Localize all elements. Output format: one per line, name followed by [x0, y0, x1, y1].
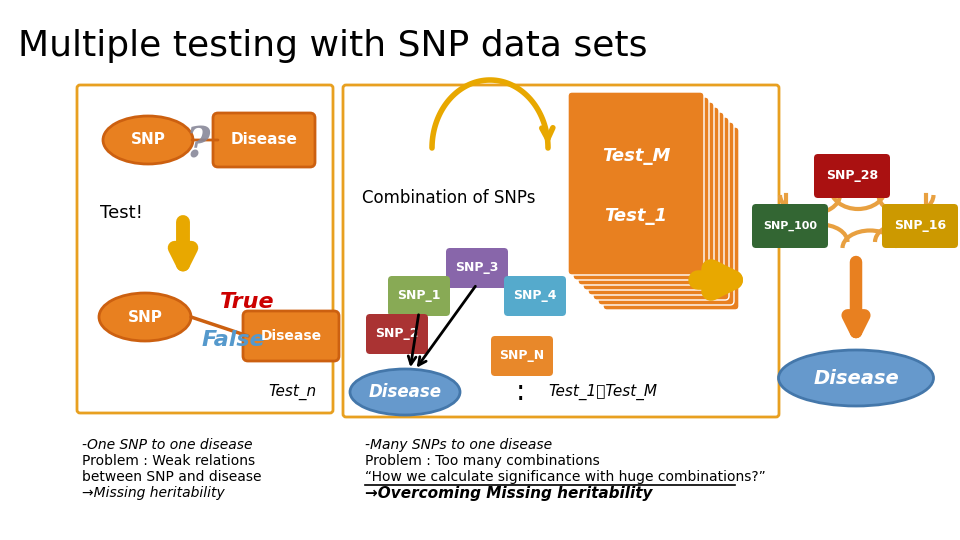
Text: Test_M: Test_M [602, 147, 670, 165]
FancyBboxPatch shape [598, 122, 734, 305]
FancyBboxPatch shape [504, 276, 566, 316]
FancyBboxPatch shape [603, 127, 739, 310]
FancyBboxPatch shape [77, 85, 333, 413]
Text: Multiple testing with SNP data sets: Multiple testing with SNP data sets [18, 29, 647, 63]
FancyBboxPatch shape [752, 204, 828, 248]
FancyBboxPatch shape [882, 204, 958, 248]
Text: True: True [220, 292, 275, 312]
Text: False: False [202, 330, 266, 350]
FancyBboxPatch shape [814, 154, 890, 198]
Text: Combination of SNPs: Combination of SNPs [362, 189, 536, 207]
Text: “How we calculate significance with huge combinations?”: “How we calculate significance with huge… [365, 470, 766, 484]
Text: →Missing heritability: →Missing heritability [82, 486, 225, 500]
Text: ?: ? [186, 124, 210, 166]
FancyBboxPatch shape [388, 276, 450, 316]
Text: Test_n: Test_n [268, 384, 316, 400]
Text: Disease: Disease [260, 329, 322, 343]
Ellipse shape [103, 116, 193, 164]
FancyBboxPatch shape [343, 85, 779, 417]
Text: -One SNP to one disease: -One SNP to one disease [82, 438, 252, 452]
Text: :: : [516, 378, 525, 406]
FancyBboxPatch shape [588, 112, 724, 295]
Text: Disease: Disease [813, 368, 899, 388]
Text: SNP: SNP [128, 309, 162, 325]
Text: SNP: SNP [131, 132, 165, 147]
Text: SNP_N: SNP_N [499, 349, 544, 362]
Text: -Many SNPs to one disease: -Many SNPs to one disease [365, 438, 552, 452]
FancyBboxPatch shape [578, 102, 714, 285]
FancyBboxPatch shape [593, 117, 729, 300]
Ellipse shape [350, 369, 460, 415]
Text: Problem : Weak relations: Problem : Weak relations [82, 454, 255, 468]
FancyBboxPatch shape [491, 336, 553, 376]
FancyBboxPatch shape [573, 97, 709, 280]
Text: SNP_16: SNP_16 [894, 219, 946, 233]
Text: →Overcoming Missing heritability: →Overcoming Missing heritability [365, 486, 653, 501]
FancyBboxPatch shape [213, 113, 315, 167]
Text: SNP_4: SNP_4 [514, 289, 557, 302]
Text: SNP_2: SNP_2 [375, 327, 419, 341]
FancyBboxPatch shape [568, 92, 704, 275]
FancyBboxPatch shape [243, 311, 339, 361]
FancyBboxPatch shape [446, 248, 508, 288]
FancyBboxPatch shape [366, 314, 428, 354]
Text: between SNP and disease: between SNP and disease [82, 470, 261, 484]
Text: Problem : Too many combinations: Problem : Too many combinations [365, 454, 600, 468]
Text: SNP_28: SNP_28 [826, 170, 878, 183]
Text: SNP_3: SNP_3 [455, 261, 498, 274]
Text: Test_1～Test_M: Test_1～Test_M [548, 384, 657, 400]
Ellipse shape [779, 350, 933, 406]
Text: Disease: Disease [230, 132, 298, 147]
FancyBboxPatch shape [583, 107, 719, 290]
Text: Disease: Disease [369, 383, 442, 401]
Text: Test!: Test! [100, 204, 143, 222]
Text: Test_1: Test_1 [605, 207, 667, 225]
Ellipse shape [99, 293, 191, 341]
Text: SNP_1: SNP_1 [397, 289, 441, 302]
Text: SNP_100: SNP_100 [763, 221, 817, 231]
